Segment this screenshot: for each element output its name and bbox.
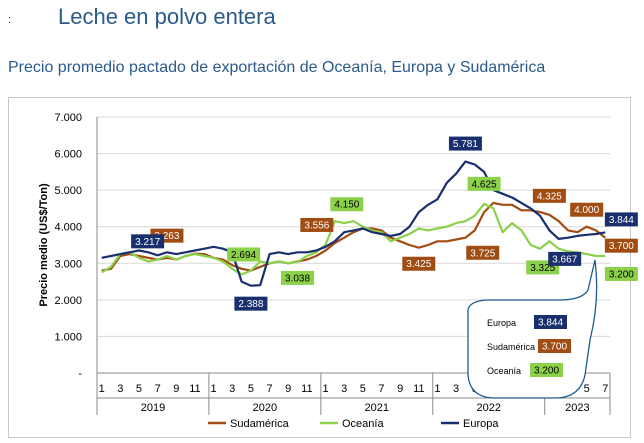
callout-item-name: Europa: [487, 318, 516, 328]
y-tick-label: -: [78, 368, 82, 380]
callout-value-box: [538, 339, 571, 353]
x-tick-label: 1: [99, 383, 105, 395]
x-tick-label: 7: [378, 383, 384, 395]
callout-value-box: [530, 363, 563, 377]
x-tick-label: 7: [266, 383, 272, 395]
x-tick-label: 7: [155, 383, 161, 395]
value-tag-label: 3.325: [530, 263, 555, 274]
callout-value-box: [534, 315, 567, 329]
y-tick-label: 3.000: [54, 258, 82, 270]
x-year-label: 2023: [565, 402, 589, 414]
x-year-label: 2021: [365, 402, 389, 414]
y-tick-label: 4.000: [54, 222, 82, 234]
x-year-label: 2022: [477, 402, 501, 414]
value-tag-box: [570, 202, 604, 217]
y-tick-label: 1.000: [54, 331, 82, 343]
x-tick-label: 9: [285, 383, 291, 395]
y-axis-title: Precio medio (US$/Ton): [38, 183, 50, 307]
series-lines: [101, 160, 606, 287]
value-tag-box: [604, 238, 638, 253]
x-tick-label: 7: [602, 383, 608, 395]
chart-legend: Sudamérica Oceanía Europa: [208, 418, 499, 430]
value-tag-label: 3.217: [135, 237, 160, 248]
value-tags: 3.263 3.556 3.425 3.725 4.325 4.000 3.700 2.694…: [131, 136, 638, 311]
y-tick-label: 6.000: [54, 149, 82, 161]
value-tag-box: [402, 256, 436, 271]
value-tag-label: 5.781: [453, 139, 478, 150]
value-tag-box: [330, 197, 364, 212]
value-tag-box: [548, 251, 582, 266]
x-tick-label: 1: [434, 383, 440, 395]
x-tick-label: 9: [173, 383, 179, 395]
page-subtitle: Precio promedio pactado de exportación d…: [8, 59, 546, 76]
y-tick-label: 5.000: [54, 185, 82, 197]
value-tag-label: 3.844: [609, 215, 634, 226]
value-tag-box: [131, 234, 165, 249]
y-tick-label: 7.000: [54, 112, 82, 124]
value-tag-box: [234, 296, 268, 311]
y-tick-label: 2.000: [54, 295, 82, 307]
value-tag-label: 4.325: [537, 191, 562, 202]
x-tick-label: 3: [453, 383, 459, 395]
x-year-label: 2019: [141, 402, 165, 414]
value-tag-label: 4.625: [472, 179, 497, 190]
callout-bubble: [467, 259, 598, 399]
series-line-europa: [101, 160, 606, 287]
value-tag-box: [532, 188, 566, 203]
callout-value-label: 3.844: [538, 318, 563, 329]
x-tick-label: 9: [397, 383, 403, 395]
x-year-label: 2020: [253, 402, 277, 414]
value-tag-box: [466, 245, 500, 260]
x-tick-label: 5: [248, 383, 254, 395]
value-tag-label: 3.556: [304, 220, 329, 231]
callout-value-label: 3.200: [534, 366, 559, 377]
x-tick-label: 3: [229, 383, 235, 395]
value-tag-label: 3.200: [609, 269, 634, 280]
gridlines: [97, 116, 610, 374]
x-tick-label: 11: [413, 383, 424, 395]
value-tag-label: 2.388: [238, 299, 263, 310]
title-bullet: :: [8, 14, 12, 26]
value-tag-label: 2.694: [231, 250, 256, 261]
value-tag-box: [227, 247, 261, 262]
latest-values-callout: Europa 3.844 Sudamérica 3.700 Oceanía 3.200: [467, 259, 598, 399]
value-tag-box: [281, 270, 315, 285]
x-tick-label: 5: [584, 383, 590, 395]
x-tick-label: 3: [341, 383, 347, 395]
value-tag-label: 4.000: [574, 205, 599, 216]
x-tick-label: 11: [301, 383, 312, 395]
callout-item-name: Oceanía: [487, 366, 521, 376]
value-tag-box: [604, 266, 638, 281]
value-tag-label: 3.667: [552, 254, 577, 265]
value-tag-label: 4.150: [334, 200, 359, 211]
callout-value-label: 3.700: [542, 342, 567, 353]
series-line-oceanía: [101, 202, 606, 276]
value-tag-box: [300, 217, 334, 232]
value-tag-box: [448, 136, 482, 151]
value-tag-label: 3.038: [285, 273, 310, 284]
legend-label: Oceanía: [342, 418, 384, 430]
x-tick-label: 1: [322, 383, 328, 395]
value-tag-label: 3.263: [154, 231, 179, 242]
x-tick-label: 11: [189, 383, 200, 395]
value-tag-label: 3.700: [609, 241, 634, 252]
legend-label: Europa: [463, 418, 499, 430]
x-tick-label: 3: [117, 383, 123, 395]
page-title: Leche en polvo entera: [58, 4, 276, 29]
value-tag-label: 3.425: [406, 259, 431, 270]
value-tag-label: 3.725: [470, 248, 495, 259]
legend-label: Sudamérica: [230, 418, 290, 430]
value-tag-box: [467, 176, 501, 191]
x-tick-label: 5: [136, 383, 142, 395]
value-tag-box: [604, 212, 638, 227]
x-tick-label: 1: [211, 383, 217, 395]
x-tick-label: 5: [360, 383, 366, 395]
callout-item-name: Sudamérica: [487, 342, 535, 352]
